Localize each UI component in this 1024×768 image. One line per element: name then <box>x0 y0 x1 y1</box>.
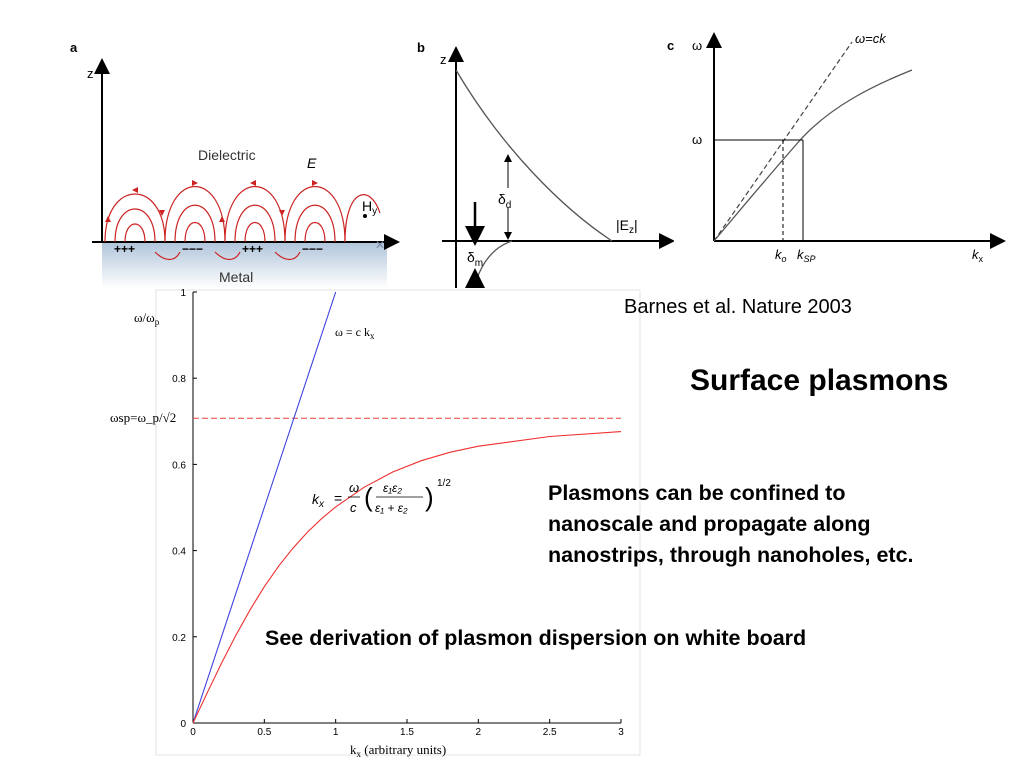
magnetic-label: Hy <box>362 198 377 217</box>
charge-minus-1: −−− <box>182 242 203 256</box>
svg-text:ε₁ + ε₂: ε₁ + ε₂ <box>375 501 408 515</box>
x-tick-label: 0 <box>190 727 196 738</box>
dispersion-plot: ω/ωp kx (arbitrary units) 0 0.5 1 1.5 2 2.5 3 0… <box>110 288 641 759</box>
description-line: nanoscale and propagate along <box>548 512 871 536</box>
panel-c-kx-label: kx <box>972 247 984 264</box>
x-tick-label: 2 <box>476 727 482 738</box>
decay-curve-dielectric <box>455 69 613 242</box>
panel-b-z-axis-label: z <box>440 52 447 67</box>
charge-minus-2: −−− <box>302 242 323 256</box>
svg-text:ε₁ε₂: ε₁ε₂ <box>383 481 402 495</box>
y-tick-label: 1 <box>180 288 186 299</box>
dielectric-label: Dielectric <box>198 147 256 163</box>
ksp-label: kSP <box>797 247 816 264</box>
description-text: Plasmons can be confined to nanoscale an… <box>548 478 1008 571</box>
x-tick-label: 0.5 <box>257 727 271 738</box>
sp-dispersion-series <box>192 431 622 724</box>
svg-text:): ) <box>425 482 434 512</box>
panel-a-label: a <box>70 40 78 55</box>
field-ez-label: |Ez| <box>616 217 638 236</box>
x-tick-label: 1 <box>333 727 339 738</box>
svg-text:1/2: 1/2 <box>437 478 451 489</box>
magnetic-cross-icon: ✕ <box>375 238 385 252</box>
whiteboard-note: See derivation of plasmon dispersion on … <box>265 626 807 650</box>
y-axis-label: ω/ωp <box>134 310 160 327</box>
charge-plus-2: +++ <box>242 242 263 256</box>
panel-c-omega-axis-label: ω <box>692 38 702 53</box>
omega-sp-label: ωsp=ω_p/√2 <box>110 410 176 425</box>
charge-plus-1: +++ <box>114 242 135 256</box>
svg-text:=: = <box>334 490 342 506</box>
y-tick-label: 0.2 <box>172 633 186 644</box>
panel-b: b z δd δm |Ez| <box>417 40 674 288</box>
x-tick-label: 2.5 <box>543 727 557 738</box>
svg-text:kx: kx <box>312 491 325 510</box>
delta-m-label: δm <box>467 249 483 269</box>
dispersion-formula: kx = ω c ( ε₁ε₂ ε₁ + ε₂ ) 1/2 <box>312 478 451 515</box>
svg-text:c: c <box>350 500 357 515</box>
y-tick-label: 0.8 <box>172 374 186 385</box>
light-line-label: ω=ck <box>855 31 887 46</box>
y-tick-label: 0.4 <box>172 547 186 558</box>
slide-heading: Surface plasmons <box>690 364 949 397</box>
panel-a-z-axis-label: z <box>87 66 94 81</box>
citation-text: Barnes et al. Nature 2003 <box>624 296 852 318</box>
plot-frame <box>155 289 641 756</box>
field-arrowheads <box>105 180 318 222</box>
sp-dispersion-curve <box>713 69 913 242</box>
delta-d-label: δd <box>498 191 511 211</box>
metal-label: Metal <box>219 269 253 285</box>
x-tick-label: 3 <box>618 727 624 738</box>
omega-value-label: ω <box>692 132 702 147</box>
metal-region <box>102 241 387 288</box>
y-tick-label: 0 <box>180 719 186 730</box>
description-line: nanostrips, through nanoholes, etc. <box>548 543 914 567</box>
magnetic-dot-icon <box>363 214 367 218</box>
description-line: Plasmons can be confined to <box>548 481 846 505</box>
svg-text:(: ( <box>364 482 373 512</box>
panel-b-label: b <box>417 40 425 55</box>
field-e-label: E <box>307 155 317 171</box>
panel-a: a z Dielectric E Hy ✕ +++ −−− +++ −−− Me… <box>70 40 400 288</box>
panel-c-label: c <box>667 38 674 53</box>
field-lines <box>104 186 381 261</box>
light-line-series <box>192 291 337 724</box>
x-tick-label: 1.5 <box>400 727 414 738</box>
panel-c: c ω ω=ck ω ko kSP kx <box>667 31 1006 264</box>
k0-label: ko <box>775 247 787 264</box>
x-axis-label: kx (arbitrary units) <box>350 742 446 759</box>
svg-text:ω: ω <box>349 480 359 495</box>
light-line-formula-label: ω = c kx <box>335 325 375 341</box>
y-tick-label: 0.6 <box>172 460 186 471</box>
